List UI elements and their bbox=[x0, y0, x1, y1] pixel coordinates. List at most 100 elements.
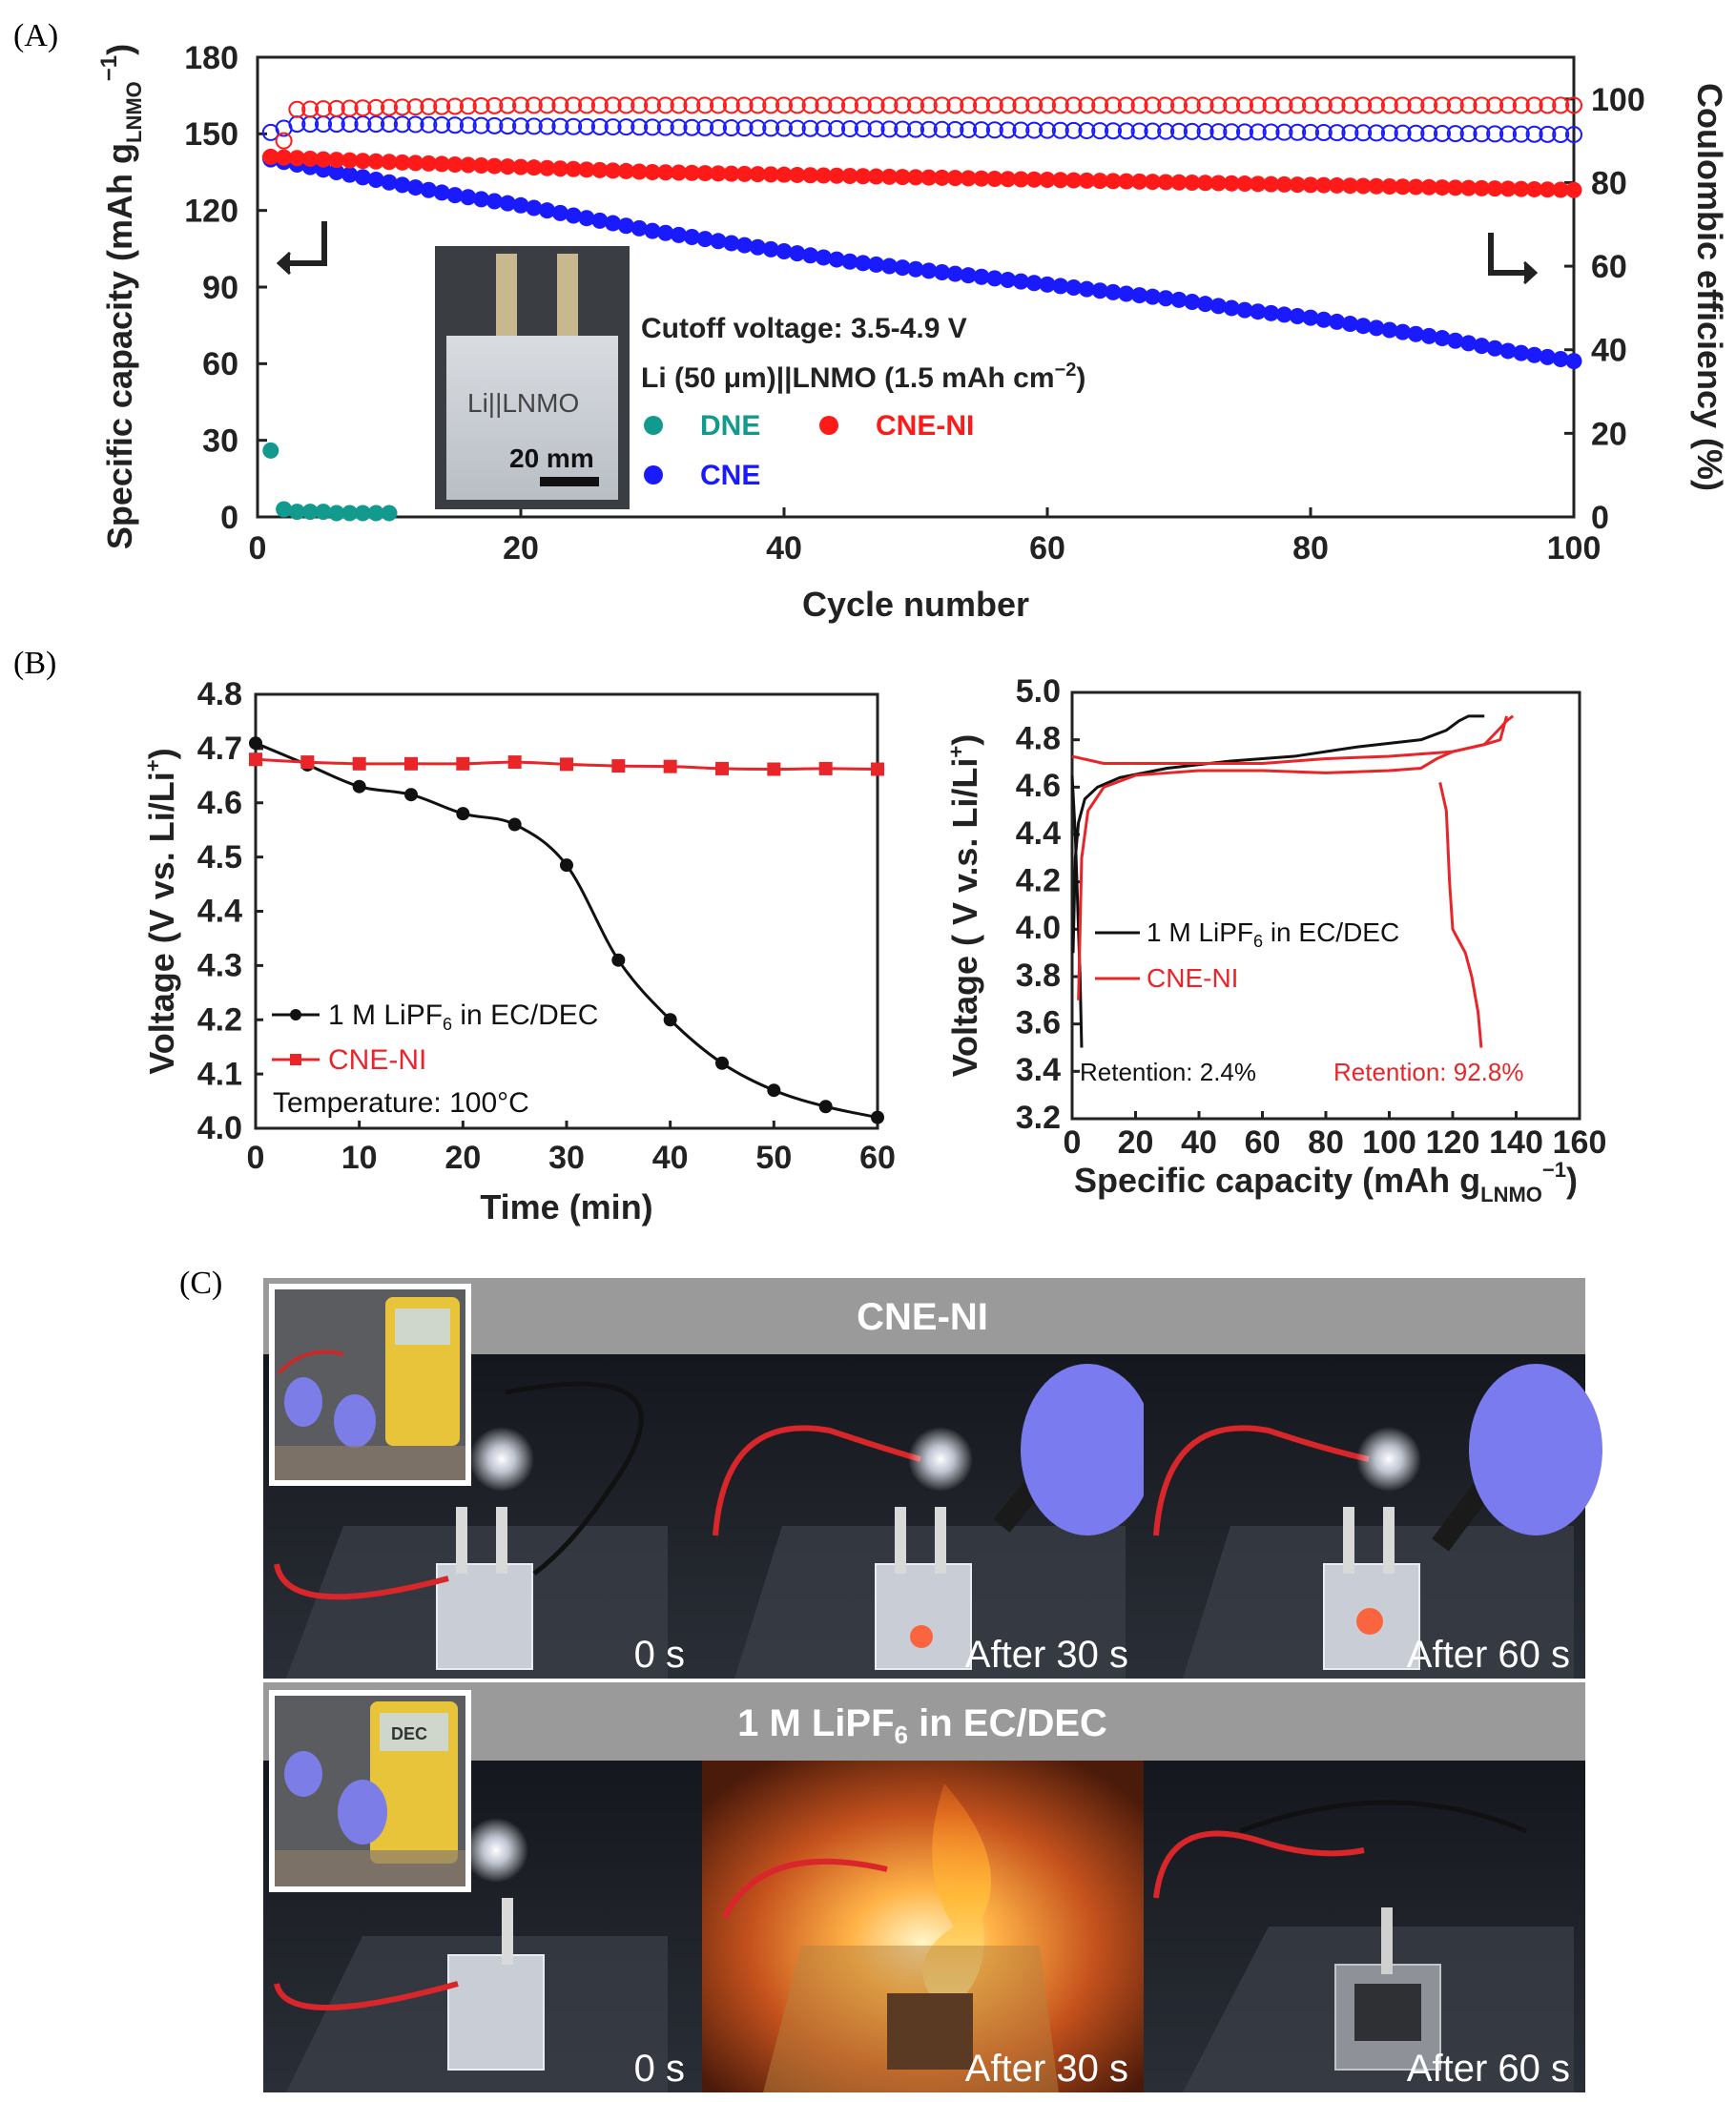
point-ce-cne-ce bbox=[960, 121, 978, 139]
point-ce-cne-ni-ce bbox=[315, 100, 332, 118]
point-ce-cne-ni-ce bbox=[1565, 96, 1582, 114]
point-capacity-cne bbox=[1078, 280, 1095, 298]
point-ce-cne-ce bbox=[525, 117, 543, 135]
point-capacity-cne-ni bbox=[473, 157, 490, 175]
point-capacity-cne-ni bbox=[328, 152, 345, 169]
point-capacity-cne-ni bbox=[262, 148, 279, 165]
point-ce-cne-ce bbox=[1012, 121, 1030, 139]
point-cne-ni bbox=[818, 761, 833, 775]
x-tick-label: 30 bbox=[548, 1140, 585, 1176]
point-cne-ni bbox=[352, 756, 366, 771]
point-ce-cne-ni-ce bbox=[327, 99, 345, 117]
point-capacity-cne bbox=[828, 251, 845, 268]
point-capacity-cne-ni bbox=[644, 164, 661, 180]
y-tick-label: 4.3 bbox=[197, 948, 242, 984]
point-liquid bbox=[249, 736, 262, 751]
point-capacity-cne bbox=[1170, 291, 1188, 308]
point-ce-cne-ce bbox=[1051, 121, 1069, 139]
point-capacity-cne bbox=[1368, 319, 1385, 337]
point-ce-cne-ni-ce bbox=[1486, 96, 1504, 114]
curve-cne-ni-discharge bbox=[1077, 715, 1508, 1000]
point-ce-cne-ni-ce bbox=[801, 96, 819, 114]
x-tick-label: 140 bbox=[1489, 1124, 1543, 1161]
point-capacity-dne bbox=[315, 504, 332, 521]
point-ce-cne-ce bbox=[1354, 124, 1373, 142]
chart-a-y-axis-label: Specific capacity (mAh gLNMO−1) bbox=[96, 44, 146, 549]
point-ce-cne-ce bbox=[1209, 123, 1228, 141]
point-ce-cne-ce bbox=[1434, 124, 1451, 142]
point-cne-ni bbox=[560, 757, 573, 772]
point-ce-cne-ni-ce bbox=[1249, 96, 1267, 114]
point-ce-cne-ni-ce bbox=[985, 96, 1003, 114]
point-ce-cne-ce bbox=[1473, 125, 1491, 143]
point-capacity-cne-ni bbox=[696, 165, 713, 182]
point-capacity-cne-ni bbox=[1131, 173, 1148, 190]
point-cne-ni bbox=[507, 755, 522, 770]
point-ce-cne-ce bbox=[1157, 122, 1175, 140]
point-ce-cne-ni-ce bbox=[735, 96, 754, 114]
point-capacity-cne bbox=[775, 243, 793, 260]
point-ce-cne-ce bbox=[749, 119, 767, 137]
point-ce-cne-ni-ce bbox=[433, 97, 451, 115]
point-ce-cne-ni-ce bbox=[1380, 96, 1398, 114]
point-ce-cne-ni-ce bbox=[275, 132, 293, 150]
x-tick-label: 20 bbox=[1118, 1124, 1154, 1161]
point-ce-cne-ni-ce bbox=[1473, 96, 1491, 114]
point-capacity-cne bbox=[1197, 296, 1214, 313]
point-capacity-cne-ni bbox=[1420, 178, 1437, 196]
panel-label-a: (A) bbox=[13, 18, 58, 53]
point-capacity-cne bbox=[1209, 298, 1227, 315]
point-ce-cne-ni-ce bbox=[301, 100, 320, 118]
y-tick-label: 4.5 bbox=[197, 839, 242, 876]
chart-b2-x-axis-label: Specific capacity (mAh gLNMO−1) bbox=[1074, 1158, 1578, 1206]
point-capacity-cne-ni bbox=[1499, 180, 1517, 197]
point-ce-cne-ce bbox=[406, 115, 424, 134]
point-ce-cne-ni-ce bbox=[644, 96, 661, 114]
x-tick-label: 10 bbox=[341, 1140, 378, 1176]
point-capacity-cne bbox=[394, 176, 411, 194]
point-capacity-cne bbox=[539, 202, 556, 219]
point-ce-cne-ni-ce bbox=[1051, 96, 1069, 114]
point-ce-cne-ce bbox=[722, 119, 740, 137]
point-ce-cne-ni-ce bbox=[788, 96, 806, 114]
point-ce-cne-ni-ce bbox=[933, 96, 951, 114]
panel-label-b: (B) bbox=[13, 646, 56, 681]
point-ce-cne-ni-ce bbox=[512, 96, 529, 114]
x-tick-label: 0 bbox=[249, 530, 267, 567]
point-capacity-cne bbox=[381, 174, 398, 191]
x-tick-label: 100 bbox=[1362, 1124, 1416, 1161]
point-ce-cne-ce bbox=[1446, 125, 1464, 143]
row2-title: 1 M LiPF6 in EC/DEC bbox=[737, 1702, 1107, 1749]
point-capacity-cne-ni bbox=[1447, 179, 1464, 196]
point-ce-cne-ce bbox=[486, 116, 504, 134]
chart-voltage-vs-capacity: 0 20 40 60 80 100 120 140 160 3.2 3.4 3.6 3.8 4.0 4.2 4… bbox=[944, 673, 1606, 1206]
y-tick-label: 3.2 bbox=[1016, 1100, 1061, 1136]
point-capacity-cne-ni bbox=[1395, 178, 1412, 196]
legend-dne-marker bbox=[644, 416, 663, 435]
point-capacity-cne-ni bbox=[394, 154, 411, 171]
point-ce-cne-ce bbox=[1341, 124, 1359, 142]
point-capacity-cne-ni bbox=[1039, 172, 1056, 189]
point-capacity-dne bbox=[262, 442, 279, 459]
point-capacity-cne bbox=[1329, 313, 1346, 330]
point-ce-cne-ni-ce bbox=[1354, 96, 1373, 114]
retention-cne-ni: Retention: 92.8% bbox=[1333, 1058, 1523, 1086]
x-tick-label: 100 bbox=[1547, 530, 1602, 567]
point-capacity-cne bbox=[1315, 311, 1333, 328]
point-ce-cne-ni-ce bbox=[1105, 96, 1122, 114]
y-tick-label: 4.8 bbox=[1016, 720, 1061, 756]
y-tick-label: 3.6 bbox=[1016, 1004, 1061, 1041]
point-capacity-cne-ni bbox=[591, 161, 609, 178]
point-ce-cne-ce bbox=[617, 118, 635, 136]
point-capacity-cne-ni bbox=[578, 161, 595, 178]
point-ce-cne-ni-ce bbox=[578, 96, 595, 114]
point-capacity-cne bbox=[605, 215, 622, 232]
y-tick-label: 4.1 bbox=[197, 1056, 242, 1092]
y-tick-label: 120 bbox=[184, 194, 238, 230]
point-cne-ni bbox=[767, 762, 781, 776]
point-capacity-cne-ni bbox=[288, 150, 305, 167]
point-ce-cne-ce bbox=[578, 117, 595, 135]
point-liquid bbox=[404, 788, 418, 802]
y-tick-label: 4.2 bbox=[197, 1001, 242, 1038]
row2-photo-60s: After 60 s bbox=[1144, 1761, 1585, 2092]
